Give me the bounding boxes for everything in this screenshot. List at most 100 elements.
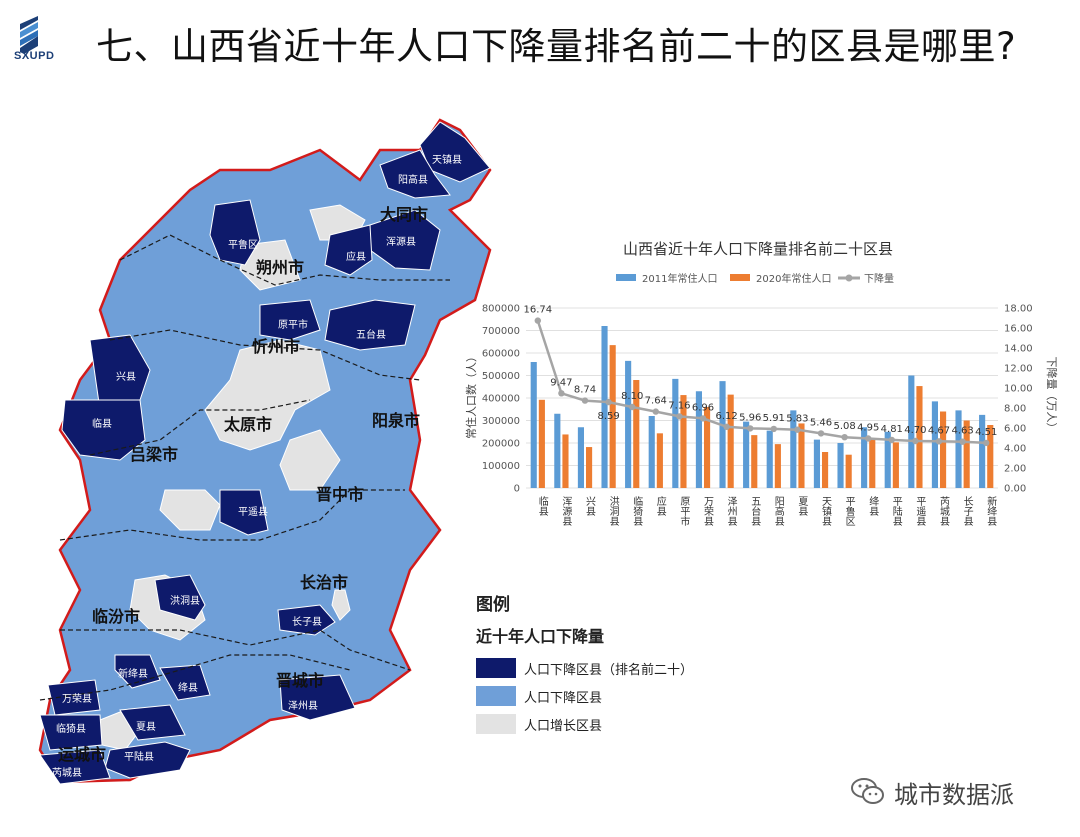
chart-bar-2011	[554, 413, 561, 488]
region-yingxian	[324, 224, 373, 276]
city-label-datong: 大同市	[380, 205, 428, 224]
chart-y2tick-label: 18.00	[1004, 304, 1033, 315]
chart-y2tick-label: 16.00	[1004, 324, 1033, 335]
region-linxian	[61, 399, 146, 461]
chart-bar-2020	[963, 420, 970, 488]
city-label-jincheng: 晋城市	[276, 671, 324, 690]
chart-ytick-label: 300000	[482, 416, 520, 427]
chart-legend-label-1: 2020年常住人口	[756, 272, 831, 285]
watermark-text: 城市数据派	[894, 781, 1014, 809]
chart-y2tick-label: 4.00	[1004, 444, 1026, 455]
county-label-xiaxian: 夏县	[136, 721, 156, 733]
chart-xtick-label: 芮城县	[938, 495, 950, 527]
chart-xtick-label: 兴县	[584, 496, 596, 517]
wechat-icon	[851, 778, 884, 804]
chart-xtick-label: 应县	[654, 495, 666, 517]
chart-xtick-label: 临县	[536, 495, 548, 517]
chart-decline-point	[888, 436, 895, 444]
chart-decline-point	[581, 397, 589, 404]
chart-legend-marker-2	[845, 274, 853, 282]
chart-bar-2020	[609, 345, 616, 488]
chart-y2tick-label: 6.00	[1004, 424, 1026, 435]
county-label-xinjiang: 新绛县	[118, 667, 148, 680]
chart-bar-2020	[727, 394, 734, 488]
legend-swatch-growth	[476, 714, 516, 734]
chart-xtick-label: 原平市	[678, 496, 690, 527]
city-labels: 大同市 朔州市 忻州市 太原市 阳泉市 吕梁市 晋中市 长治市 临汾市 晋城市 …	[58, 205, 428, 764]
chart-bar-2011	[601, 326, 608, 488]
county-label-yuanping: 原平市	[278, 318, 308, 331]
chart-ylabel: 常住人口数（人）	[464, 351, 478, 439]
region-wanrong	[47, 679, 101, 716]
chart-decline-point	[652, 408, 659, 415]
chart-xtick-label: 泽州县	[725, 496, 737, 527]
chart-bar-2011	[577, 427, 584, 488]
region-pinglu	[209, 199, 261, 266]
chart-decline-polyline	[536, 320, 987, 445]
chart-decline-point	[959, 438, 966, 445]
chart-legend-item-2: 下降量	[838, 272, 894, 285]
city-label-linfen: 临汾市	[92, 607, 140, 626]
sxupd-logo	[20, 16, 38, 54]
page-title: 七、山西省近十年人口下降量排名前二十的区县是哪里?	[96, 25, 1017, 68]
chart-decline-point	[912, 437, 919, 445]
chart-bar-2020	[987, 425, 994, 488]
chart-legend-label-0: 2011年常住人口	[642, 272, 717, 285]
chart-bar-2011	[861, 427, 868, 488]
chart-bar-2020	[869, 438, 876, 488]
legend-item-growth: 人口增长区县	[476, 714, 776, 736]
chart-data-label: 4.67	[928, 425, 950, 436]
chart-xtick-label: 阳高县	[772, 496, 784, 527]
chart-bar-2011	[884, 431, 891, 488]
legend-item-top20: 人口下降区县（排名前二十）	[476, 658, 776, 680]
chart-legend-label-2: 下降量	[864, 272, 894, 285]
region-xinjiang	[114, 654, 161, 689]
chart-legend-swatch-1	[730, 274, 750, 281]
shanxi-map: 大同市 朔州市 忻州市 太原市 阳泉市 吕梁市 晋中市 长治市 临汾市 晋城市 …	[38, 118, 492, 785]
legend-swatch-top20	[476, 658, 516, 678]
region-ruicheng	[39, 749, 111, 785]
chart-data-label: 16.74	[523, 305, 552, 316]
city-label-yangquan: 阳泉市	[372, 411, 420, 430]
chart-bar-2011	[530, 362, 537, 488]
county-label-pinglu: 平鲁区	[228, 238, 258, 251]
chart-data-label: 8.74	[574, 385, 596, 396]
region-linyi	[39, 714, 103, 751]
county-label-linyi: 临猗县	[56, 722, 86, 735]
chart-bar-2020	[751, 435, 758, 488]
chart-decline-point	[841, 434, 848, 441]
growth-regions	[99, 204, 366, 751]
chart-ytick-label: 400000	[482, 394, 520, 405]
region-pingyao	[219, 489, 269, 536]
chart-y2tick-label: 12.00	[1004, 364, 1033, 375]
county-label-pingyao: 平遥县	[238, 505, 268, 518]
chart-bar-2011	[955, 410, 962, 488]
region-jiangxian	[159, 664, 211, 701]
chart-y2tick-label: 2.00	[1004, 464, 1026, 475]
chart-bar-2011	[931, 401, 938, 488]
legend-item-decline: 人口下降区县	[476, 686, 776, 708]
chart-data-label: 4.81	[881, 424, 903, 435]
city-label-taiyuan: 太原市	[223, 415, 272, 434]
county-label-pinglux: 平陆县	[124, 750, 154, 763]
chart-bar-2011	[695, 391, 702, 488]
chart-gridlines	[526, 307, 998, 489]
chart-decline-point	[865, 435, 872, 442]
chart-decline-point	[723, 423, 730, 430]
chart-bar-2020	[562, 434, 569, 488]
chart-ytick-label: 800000	[482, 304, 520, 315]
chart-bar-2011	[743, 421, 750, 488]
chart-decline-point	[699, 415, 707, 422]
chart-data-label: 7.64	[645, 396, 667, 407]
chart-decline-line	[534, 317, 990, 447]
chart-decline-point	[558, 390, 565, 397]
chart-data-label: 8.10	[621, 391, 643, 402]
chart-data-label: 4.70	[904, 425, 926, 436]
chart-xtick-label: 长子县	[961, 496, 973, 527]
chart-decline-point	[770, 425, 777, 433]
region-hongdong	[154, 574, 206, 621]
legend-label-top20: 人口下降区县（排名前二十）	[524, 663, 694, 678]
county-label-wutai: 五台县	[356, 328, 386, 341]
chart-bar-2020	[633, 380, 640, 488]
chart-bar-2011	[648, 416, 655, 488]
